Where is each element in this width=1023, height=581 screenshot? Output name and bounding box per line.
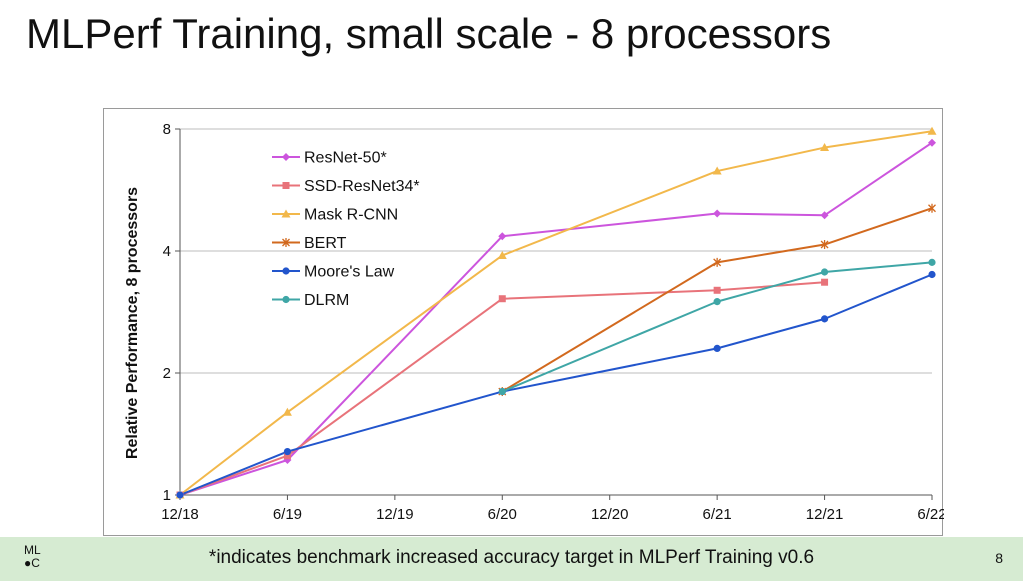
data-point-mask-r-cnn — [497, 250, 507, 259]
data-point-resnet-50 — [713, 209, 722, 218]
data-point-bert — [713, 257, 722, 267]
axes: 1 2 4 8 12/18 6/19 12/19 6/20 12/20 6/21 12/21 6/22 — [161, 121, 944, 523]
x-tick-label: 6/19 — [273, 506, 302, 523]
footnote: *indicates benchmark increased accuracy … — [208, 547, 815, 568]
data-point-moore-s-law — [820, 315, 829, 323]
data-point-ssd-resnet34 — [713, 286, 721, 294]
legend-label-moore-s-law: Moore's Law — [304, 264, 395, 281]
series-line-dlrm — [501, 261, 933, 393]
y-tick-label: 1 — [163, 487, 171, 504]
data-point-resnet-50 — [498, 232, 507, 241]
data-point-bert — [820, 240, 829, 250]
x-tick-label: 6/22 — [917, 506, 944, 523]
series-lines — [179, 130, 933, 496]
data-point-moore-s-law — [928, 270, 936, 279]
y-tick-label: 2 — [163, 365, 171, 382]
series-line-mask-r-cnn — [179, 130, 933, 496]
x-tick-label: 12/18 — [161, 506, 199, 523]
x-tick-label: 6/20 — [488, 506, 517, 523]
data-point-mask-r-cnn — [282, 407, 292, 416]
y-axis-label: Relative Performance, 8 processors — [124, 187, 141, 459]
data-point-dlrm — [820, 268, 829, 276]
data-point-mask-r-cnn — [927, 126, 937, 135]
legend-label-mask-r-cnn: Mask R-CNN — [304, 207, 398, 224]
chart-frame: 1 2 4 8 12/18 6/19 12/19 6/20 12/20 6/21 12/21 6/22… — [103, 108, 944, 536]
x-tick-label: 12/21 — [806, 506, 844, 523]
data-point-moore-s-law — [713, 344, 721, 353]
data-point-resnet-50 — [820, 211, 829, 220]
legend-marker-dlrm — [282, 295, 290, 304]
gridlines — [180, 128, 932, 496]
legend-marker-moore-s-law — [282, 267, 290, 275]
logo-text-ml: ML — [24, 543, 41, 557]
data-point-resnet-50 — [928, 138, 936, 147]
x-tick-label: 12/20 — [591, 506, 629, 523]
legend-marker-ssd-resnet34 — [282, 182, 290, 189]
data-point-bert — [928, 203, 936, 213]
series-line-resnet-50 — [179, 141, 933, 496]
logo-text-c: ●C — [24, 556, 40, 570]
line-chart: 1 2 4 8 12/18 6/19 12/19 6/20 12/20 6/21 12/21 6/22… — [124, 121, 944, 523]
data-point-mask-r-cnn — [712, 166, 722, 175]
data-point-moore-s-law — [176, 491, 184, 499]
data-point-mask-r-cnn — [820, 143, 830, 152]
data-point-ssd-resnet34 — [821, 278, 829, 286]
data-point-moore-s-law — [283, 447, 292, 456]
legend-label-resnet-50: ResNet-50* — [304, 150, 387, 167]
legend-label-ssd-resnet34: SSD-ResNet34* — [304, 178, 420, 195]
series-line-moore-s-law — [179, 273, 933, 496]
legend-marker-resnet-50 — [282, 153, 290, 161]
legend-marker-bert — [282, 238, 290, 247]
footer-bar: ML ●C *indicates benchmark increased acc… — [0, 537, 1023, 581]
legend: ResNet-50* SSD-ResNet34* Mask R-CNN BERT Moo… — [272, 150, 420, 309]
y-tick-label: 4 — [163, 243, 171, 260]
series-line-bert — [501, 207, 933, 393]
y-tick-label: 8 — [163, 121, 171, 138]
data-point-dlrm — [928, 258, 936, 266]
series-markers — [175, 126, 937, 499]
slide-title: MLPerf Training, small scale - 8 process… — [26, 10, 832, 57]
x-tick-label: 12/19 — [376, 506, 414, 523]
data-point-ssd-resnet34 — [498, 295, 506, 303]
data-point-dlrm — [713, 298, 721, 306]
page-number: 8 — [995, 550, 1003, 566]
data-point-dlrm — [498, 387, 506, 396]
legend-marker-mask-r-cnn — [281, 209, 291, 218]
mlcommons-logo: ML ●C — [24, 544, 50, 570]
data-point-ssd-resnet34 — [283, 452, 291, 460]
legend-label-dlrm: DLRM — [304, 292, 349, 309]
legend-label-bert: BERT — [304, 235, 347, 252]
x-tick-label: 6/21 — [703, 506, 732, 523]
